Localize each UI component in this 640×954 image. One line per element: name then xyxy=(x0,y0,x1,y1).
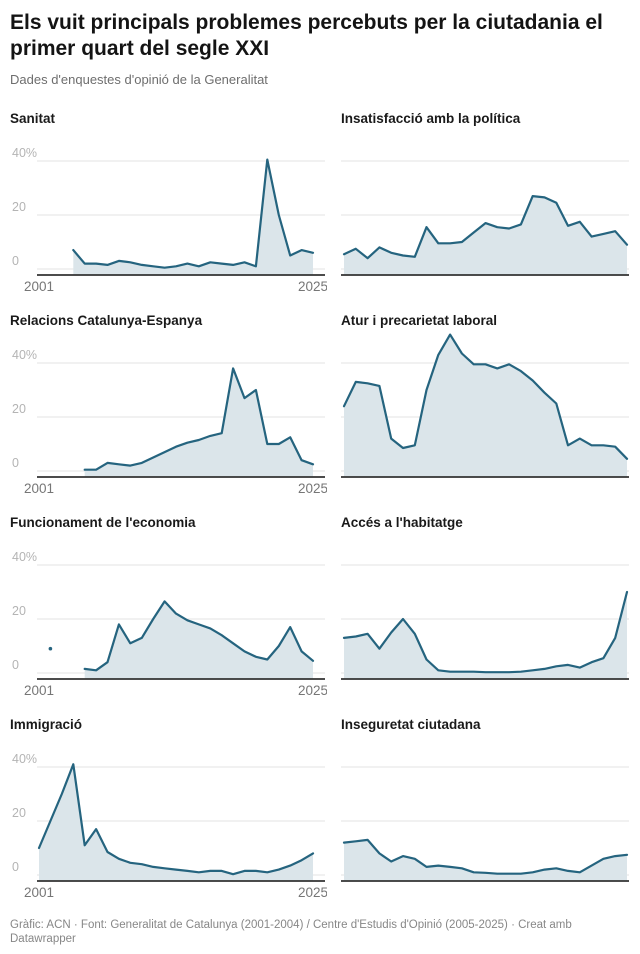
y-tick-label: 20 xyxy=(12,402,26,416)
x-tick-label: 2001 xyxy=(24,683,54,698)
area-chart-svg: 0 20 40% 2001 2025 xyxy=(12,752,327,900)
charts-grid: Sanitat 0 20 40% 2001 2025 Insatisfacció amb l… xyxy=(10,110,630,901)
data-line xyxy=(37,763,315,876)
y-tick-label: 0 xyxy=(12,456,19,470)
data-line xyxy=(72,158,315,269)
data-line xyxy=(342,838,629,875)
x-tick-label: 2025 xyxy=(298,279,327,294)
chart-title: Immigració xyxy=(10,717,83,732)
y-tick-label: 0 xyxy=(12,658,19,672)
page-title: Els vuit principals problemes percebuts … xyxy=(10,11,603,60)
chart-panel-7: Immigració 0 20 40% 2001 2025 xyxy=(10,716,327,901)
chart-panel-3: Relacions Catalunya-Espanya 0 20 40% 2001 202… xyxy=(10,312,327,497)
data-line xyxy=(83,600,315,672)
y-tick-label: 40% xyxy=(12,348,37,362)
x-tick-label: 2001 xyxy=(24,279,54,294)
y-tick-label: 40% xyxy=(12,146,37,160)
area-fill xyxy=(344,592,627,679)
x-tick-label: 2025 xyxy=(298,885,327,900)
y-tick-label: 0 xyxy=(12,254,19,268)
area-fill xyxy=(344,196,627,275)
area-chart-svg xyxy=(341,766,629,882)
isolated-data-point xyxy=(48,646,53,651)
y-tick-label: 40% xyxy=(12,752,37,766)
area-fill xyxy=(39,764,313,881)
x-tick-label: 2001 xyxy=(24,885,54,900)
chart-title: Inseguretat ciutadana xyxy=(341,717,481,732)
area-fill xyxy=(73,159,313,275)
chart-title: Atur i precarietat laboral xyxy=(341,313,498,328)
chart-panel-4: Atur i precarietat laboral xyxy=(341,312,632,497)
y-tick-label: 40% xyxy=(12,550,37,564)
data-line xyxy=(342,333,629,460)
attribution: Gràfic: ACN · Font: Generalitat de Catal… xyxy=(10,919,572,945)
y-tick-label: 20 xyxy=(12,200,26,214)
chart-title: Sanitat xyxy=(10,111,56,126)
data-line xyxy=(342,590,629,674)
chart-panel-6: Accés a l'habitatge xyxy=(341,514,632,699)
area-fill xyxy=(84,601,313,679)
x-tick-label: 2001 xyxy=(24,481,54,496)
area-chart-svg: 0 20 40% 2001 2025 xyxy=(12,146,327,294)
area-chart-svg: 0 20 40% 2001 2025 xyxy=(12,348,327,496)
chart-panel-8: Inseguretat ciutadana xyxy=(341,716,632,901)
y-tick-label: 0 xyxy=(12,860,19,874)
x-tick-label: 2025 xyxy=(298,481,327,496)
area-chart-svg xyxy=(341,160,629,276)
data-line xyxy=(83,367,315,471)
chart-title: Insatisfacció amb la política xyxy=(341,111,521,126)
chart-panel-2: Insatisfacció amb la política xyxy=(341,110,632,295)
y-tick-label: 20 xyxy=(12,604,26,618)
chart-panel-1: Sanitat 0 20 40% 2001 2025 xyxy=(10,110,327,295)
chart-panel-5: Funcionament de l'economia 0 20 40% 2001 2025 xyxy=(10,514,327,699)
x-tick-label: 2025 xyxy=(298,683,327,698)
y-tick-label: 20 xyxy=(12,806,26,820)
page-subtitle: Dades d'enquestes d'opinió de la General… xyxy=(10,72,268,87)
chart-title: Accés a l'habitatge xyxy=(341,515,463,530)
chart-title: Relacions Catalunya-Espanya xyxy=(10,313,203,328)
area-fill xyxy=(84,368,313,477)
data-line xyxy=(342,194,629,260)
area-chart-svg: 0 20 40% 2001 2025 xyxy=(12,550,327,698)
area-chart-svg xyxy=(341,333,629,478)
chart-title: Funcionament de l'economia xyxy=(10,515,196,530)
area-chart-svg xyxy=(341,564,629,680)
area-fill xyxy=(344,334,627,477)
area-fill xyxy=(344,839,627,881)
